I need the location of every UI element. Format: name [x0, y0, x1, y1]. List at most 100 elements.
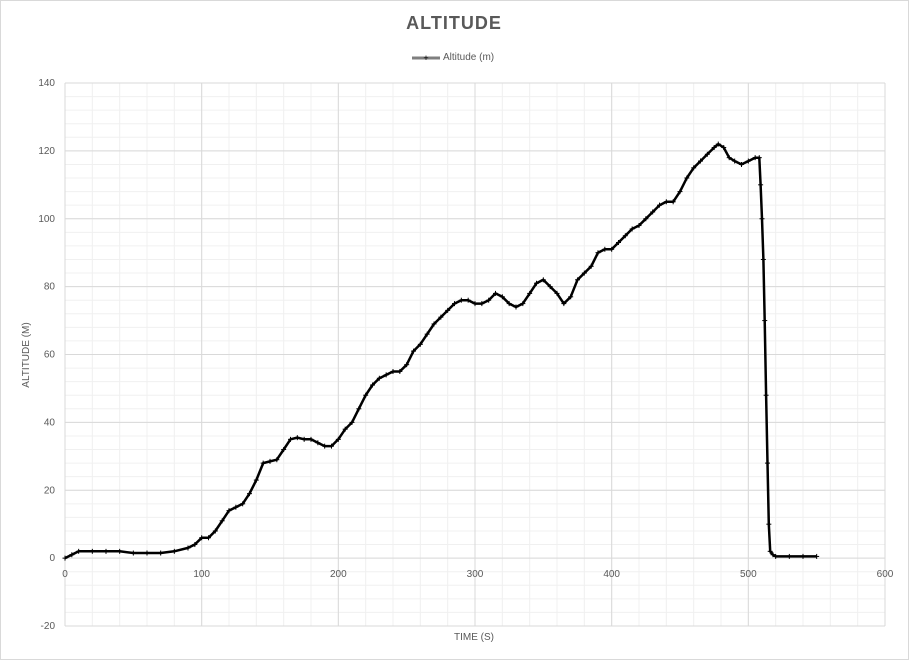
- data-point: [486, 297, 492, 303]
- x-tick-labels: 0 100 200 300 400 500 600: [62, 569, 894, 580]
- data-point: [274, 457, 280, 463]
- data-point: [814, 553, 820, 559]
- data-point: [800, 553, 806, 559]
- x-tick-label: 200: [330, 569, 347, 580]
- data-point: [650, 209, 656, 215]
- data-point: [294, 435, 300, 441]
- data-point: [629, 226, 635, 232]
- data-point: [192, 542, 198, 548]
- data-point: [376, 375, 382, 381]
- data-point: [691, 165, 697, 171]
- data-point: [726, 155, 732, 161]
- data-point: [721, 144, 727, 150]
- data-point: [684, 175, 690, 181]
- data-point: [308, 436, 314, 442]
- data-point: [704, 151, 710, 157]
- data-point: [670, 199, 676, 205]
- data-point: [329, 443, 334, 449]
- data-point: [62, 555, 68, 561]
- data-point: [69, 552, 75, 558]
- data-point: [370, 382, 375, 388]
- legend: + Altitude (m): [412, 52, 494, 63]
- data-point: [363, 392, 369, 398]
- legend-label: Altitude (m): [443, 52, 494, 63]
- data-point: [76, 548, 82, 554]
- data-point: [756, 155, 762, 161]
- data-point: [760, 256, 766, 262]
- data-point: [240, 501, 246, 507]
- data-point: [171, 548, 177, 554]
- data-point: [622, 233, 628, 239]
- y-tick-label: 0: [49, 553, 55, 564]
- data-point: [411, 348, 416, 354]
- data-point: [356, 406, 362, 412]
- data-point: [602, 246, 608, 252]
- series-line: [64, 142, 817, 560]
- data-point: [595, 250, 601, 256]
- data-point: [472, 301, 478, 307]
- data-point: [260, 460, 266, 466]
- data-point: [452, 301, 457, 307]
- data-point: [322, 443, 328, 449]
- x-tick-label: 500: [740, 569, 757, 580]
- data-point: [390, 368, 396, 374]
- x-tick-label: 0: [62, 569, 68, 580]
- data-point: [226, 508, 232, 514]
- data-point: [404, 362, 410, 368]
- data-point: [253, 477, 259, 483]
- data-point: [534, 280, 539, 286]
- data-point: [698, 158, 703, 164]
- data-point: [267, 458, 273, 464]
- data-point: [499, 294, 505, 300]
- data-point: [335, 436, 341, 442]
- x-tick-label: 400: [603, 569, 620, 580]
- legend-marker-icon: +: [423, 53, 428, 63]
- y-tick-label: 20: [44, 485, 56, 496]
- data-point: [575, 277, 580, 283]
- data-point: [465, 297, 471, 303]
- data-point: [581, 270, 587, 276]
- x-tick-label: 100: [193, 569, 210, 580]
- data-point: [185, 545, 191, 551]
- y-tick-label: 100: [38, 214, 55, 225]
- y-tick-label: -20: [41, 621, 56, 632]
- data-point: [315, 440, 321, 446]
- data-point: [763, 392, 769, 398]
- data-point: [759, 216, 765, 222]
- data-point: [89, 548, 95, 554]
- y-tick-label: 120: [38, 146, 55, 157]
- data-point: [493, 290, 498, 296]
- data-point: [758, 182, 764, 188]
- y-axis-title: ALTITUDE (M): [21, 322, 32, 387]
- data-point: [383, 372, 389, 378]
- x-tick-label: 300: [467, 569, 484, 580]
- data-point: [397, 368, 403, 374]
- y-tick-labels: -20 0 20 40 60 80 100 120 140: [38, 78, 55, 632]
- data-point: [732, 158, 738, 164]
- data-point: [301, 436, 307, 442]
- data-point: [677, 189, 683, 195]
- data-point: [766, 521, 772, 527]
- data-point: [513, 304, 519, 310]
- data-point: [103, 548, 109, 554]
- data-point: [739, 161, 744, 167]
- data-point: [342, 426, 348, 432]
- data-point: [547, 284, 553, 290]
- data-point: [247, 491, 252, 497]
- x-tick-label: 600: [877, 569, 894, 580]
- data-point: [431, 321, 437, 327]
- data-point: [711, 144, 717, 150]
- data-point: [663, 199, 669, 205]
- data-point: [762, 318, 768, 324]
- data-point: [479, 301, 485, 307]
- data-point: [130, 550, 136, 556]
- data-point: [417, 341, 423, 347]
- data-point: [657, 202, 662, 208]
- data-point: [281, 447, 287, 453]
- data-point: [770, 552, 776, 558]
- data-point: [786, 553, 792, 559]
- major-gridlines: [64, 82, 886, 627]
- data-point: [773, 553, 779, 559]
- data-point: [458, 297, 464, 303]
